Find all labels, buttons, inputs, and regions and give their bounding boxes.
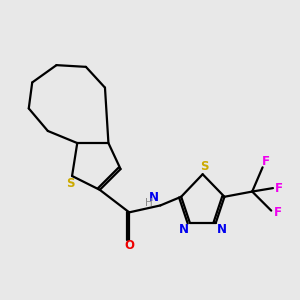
Text: S: S: [200, 160, 208, 173]
Text: F: F: [274, 206, 281, 219]
Text: F: F: [275, 182, 283, 195]
Text: N: N: [178, 223, 189, 236]
Text: H: H: [146, 198, 153, 208]
Text: N: N: [217, 223, 227, 236]
Text: N: N: [149, 191, 159, 204]
Text: S: S: [66, 177, 75, 190]
Text: F: F: [262, 154, 270, 168]
Text: O: O: [124, 239, 134, 252]
